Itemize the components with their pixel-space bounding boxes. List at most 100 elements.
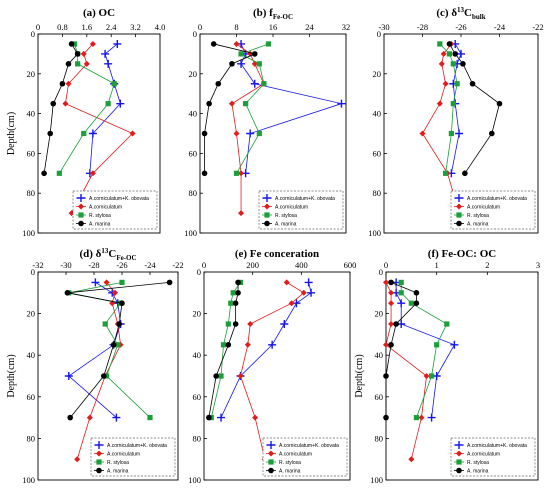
x-tick-label: 1.6	[81, 22, 92, 32]
x-tick-label: 0.8	[57, 22, 68, 32]
legend-box	[262, 437, 348, 477]
x-tick-label: 1	[435, 260, 439, 270]
legend: A.corniculatum+K. obovata A.corniculatum R…	[262, 437, 348, 477]
legend-label: R. stylosa	[107, 460, 129, 466]
legend-marker	[264, 212, 270, 218]
data-point	[56, 170, 62, 176]
y-tick-label: 0	[31, 267, 35, 277]
x-tick-label: -26	[455, 22, 466, 32]
legend: A.corniculatum+K. obovata A.corniculatum R…	[258, 190, 344, 230]
data-point	[232, 300, 239, 307]
panel-title: (a) OC	[83, 7, 115, 19]
data-point	[89, 170, 96, 177]
plot-frame	[203, 271, 351, 481]
data-point	[119, 279, 125, 285]
legend-label: A.corniculatum+K. obovata	[275, 196, 335, 202]
data-point	[225, 342, 232, 348]
legend-box	[450, 437, 536, 477]
legend-label: A.corniculatum+K. obovata	[107, 443, 167, 449]
series-a-marina	[446, 41, 503, 177]
x-tick-label: -30	[378, 22, 389, 32]
legend-label: A.corniculatum+K. obovata	[467, 196, 527, 202]
x-tick-label: -30	[60, 260, 71, 270]
series-a-corniculatum-k-obovata	[85, 39, 125, 178]
legend-box	[450, 190, 536, 230]
panel-5: (e) Fe conceration 0 200 400 600 0 20 40 60 80 100…	[188, 248, 356, 485]
data-point	[469, 80, 476, 87]
series-line	[231, 43, 265, 214]
data-point	[398, 290, 404, 296]
data-point	[64, 372, 73, 380]
y-tick-label: 40	[189, 109, 198, 119]
x-tick-label: -22	[172, 260, 183, 270]
data-point	[104, 59, 113, 68]
data-point	[450, 340, 459, 349]
data-point	[383, 414, 389, 421]
data-point	[450, 101, 456, 107]
x-tick-label: -28	[417, 22, 428, 32]
data-point	[388, 289, 395, 296]
legend-label: A. marina	[89, 221, 111, 227]
data-point	[81, 130, 87, 137]
legend-label: A.corniculatum+K. obovata	[467, 443, 527, 449]
y-tick-label: 20	[27, 69, 36, 79]
y-tick-label: 40	[27, 350, 36, 360]
data-point	[238, 210, 245, 217]
data-point	[112, 289, 118, 296]
legend-marker	[268, 459, 274, 465]
data-point	[217, 413, 226, 422]
series-a-marina	[64, 279, 173, 421]
y-tick-label: 100	[22, 475, 35, 485]
series-a-corniculatum	[419, 40, 463, 217]
data-point	[229, 61, 235, 67]
series-line	[68, 282, 151, 418]
panel-title: (c) δ13Cbulk	[436, 6, 485, 21]
data-point	[388, 342, 394, 348]
legend-marker	[95, 441, 103, 449]
y-axis-label: Depth(cm)	[6, 112, 17, 155]
legend-marker	[96, 459, 102, 465]
legend-marker	[456, 467, 462, 474]
legend-marker	[456, 450, 462, 457]
data-point	[83, 60, 90, 67]
plot-frame	[37, 271, 179, 481]
data-point	[489, 130, 495, 137]
data-point	[265, 41, 272, 47]
data-point	[213, 373, 219, 379]
series-line	[65, 43, 134, 214]
data-point	[101, 49, 110, 58]
y-tick-label: 40	[27, 109, 36, 119]
legend: A.corniculatum+K. obovata A.corniculatum R…	[450, 437, 536, 477]
panel-3: (c) δ13Cbulk -30 -28 -26 -24 -22 0 20 40 60 80 100 A…	[368, 6, 543, 238]
legend-marker	[455, 441, 463, 449]
data-point	[74, 51, 81, 57]
data-point	[446, 41, 453, 47]
legend-label: R. stylosa	[89, 213, 111, 219]
data-point	[388, 300, 395, 307]
panel-1: (a) OC 0 0.8 1.6 2.4 3.2 4.0 0 20 40 60 80 100 Depth(…	[6, 7, 165, 238]
data-point	[457, 49, 465, 58]
data-point	[440, 50, 447, 57]
y-tick-label: 60	[27, 148, 36, 158]
data-point	[115, 342, 121, 348]
data-point	[88, 129, 97, 138]
y-tick-label: 20	[27, 309, 36, 319]
y-tick-label: 80	[375, 433, 384, 443]
panel-title: (d) δ13CFe-OC	[79, 247, 136, 262]
panel-title: (b) fFe-OC	[253, 7, 293, 21]
legend-marker	[77, 194, 85, 202]
legend-box	[72, 190, 158, 230]
y-axis-label: Depth(cm)	[354, 354, 365, 397]
data-point	[47, 130, 53, 137]
series-r-stylosa	[233, 41, 272, 176]
x-tick-label: 0	[384, 260, 388, 270]
data-point	[388, 279, 394, 286]
x-tick-label: 600	[344, 260, 357, 270]
data-point	[41, 170, 47, 177]
data-point	[59, 80, 66, 87]
data-point	[80, 50, 87, 57]
data-point	[398, 279, 404, 285]
data-point	[116, 99, 125, 108]
data-point	[238, 51, 244, 57]
